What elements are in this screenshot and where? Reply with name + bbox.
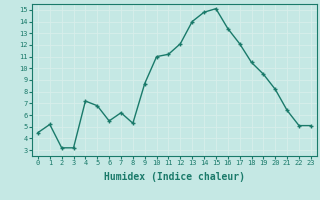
X-axis label: Humidex (Indice chaleur): Humidex (Indice chaleur) bbox=[104, 172, 245, 182]
